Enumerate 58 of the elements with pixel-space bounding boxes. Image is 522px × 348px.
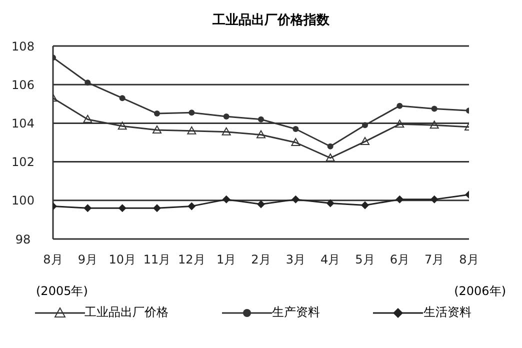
point bbox=[256, 130, 266, 138]
point bbox=[361, 201, 369, 210]
y-tick-label: 100 bbox=[12, 194, 34, 208]
x-tick-label: 11月 bbox=[143, 252, 171, 267]
point bbox=[119, 95, 126, 102]
point bbox=[188, 202, 196, 210]
x-tick-label: 10月 bbox=[108, 252, 136, 267]
legend-label: 生活资料 bbox=[423, 304, 472, 321]
point bbox=[292, 126, 299, 132]
point bbox=[326, 199, 334, 208]
point bbox=[257, 200, 265, 208]
point bbox=[431, 106, 438, 112]
point bbox=[83, 114, 92, 123]
point bbox=[430, 120, 439, 129]
y-tick-label: 106 bbox=[12, 78, 34, 92]
chart-title: 工业品出厂价格指数 bbox=[212, 12, 330, 30]
y-tick-label: 108 bbox=[12, 39, 34, 54]
x-tick-label: 9月 bbox=[78, 252, 98, 267]
point bbox=[362, 122, 368, 128]
point bbox=[84, 204, 92, 212]
x-tick-label: 8月 bbox=[43, 252, 63, 267]
point bbox=[222, 195, 230, 204]
x-tick-label: 6月 bbox=[390, 252, 410, 267]
x-tick-label: 5月 bbox=[355, 252, 375, 267]
point bbox=[187, 126, 196, 134]
point bbox=[360, 137, 370, 146]
y-tick-label: 102 bbox=[12, 155, 34, 170]
x-tick-label: 7月 bbox=[424, 252, 444, 267]
point bbox=[292, 195, 300, 204]
point bbox=[84, 80, 91, 86]
point bbox=[154, 110, 160, 117]
y-tick-label: 98 bbox=[15, 232, 31, 246]
x-tick-label: 3月 bbox=[286, 252, 306, 267]
y-tick-label: 104 bbox=[12, 116, 34, 130]
text: (2005年) bbox=[36, 283, 88, 300]
point bbox=[291, 138, 300, 146]
point bbox=[223, 113, 230, 120]
point bbox=[326, 153, 335, 162]
point bbox=[327, 143, 334, 150]
point bbox=[118, 122, 127, 130]
point bbox=[153, 204, 161, 212]
point bbox=[188, 110, 195, 116]
point bbox=[258, 116, 264, 122]
point bbox=[118, 204, 126, 212]
legend-label: 生产资料 bbox=[272, 304, 320, 321]
point bbox=[396, 102, 403, 109]
text: (2006年) bbox=[454, 283, 506, 300]
x-tick-label: 8月 bbox=[459, 252, 479, 267]
x-tick-label: 4月 bbox=[320, 252, 340, 267]
x-tick-label: 2月 bbox=[251, 252, 271, 267]
x-tick-label: 12月 bbox=[178, 252, 206, 267]
x-tick-label: 1月 bbox=[216, 252, 236, 267]
point bbox=[396, 195, 404, 204]
point bbox=[395, 120, 404, 128]
point bbox=[222, 127, 231, 136]
point bbox=[152, 125, 162, 134]
legend-label: 工业品出厂价格 bbox=[84, 304, 169, 321]
point bbox=[430, 195, 438, 204]
